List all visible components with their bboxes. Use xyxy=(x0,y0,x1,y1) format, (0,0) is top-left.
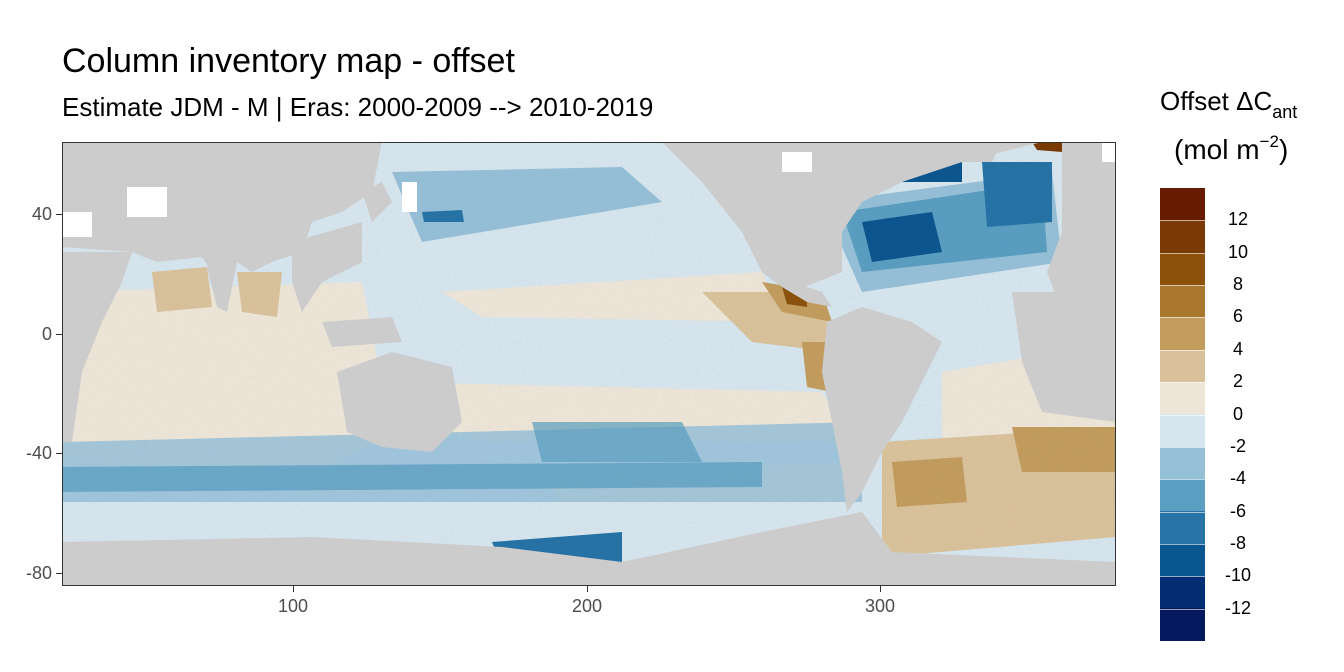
legend-tick xyxy=(1160,382,1205,384)
legend-tick xyxy=(1160,446,1205,448)
legend-label: 12 xyxy=(1227,209,1249,230)
ocean-map-panel xyxy=(62,142,1116,586)
arabian-sea-tan xyxy=(152,267,212,312)
legend-colorbar xyxy=(1160,188,1205,641)
legend-label: 4 xyxy=(1232,338,1243,359)
legend-swatch xyxy=(1160,382,1205,415)
panel-border xyxy=(62,142,1116,586)
antarctica-land xyxy=(62,512,1116,586)
south-america-land xyxy=(822,307,942,512)
y-tick-label: 0 xyxy=(41,324,52,344)
legend-swatch xyxy=(1160,608,1205,641)
legend-tick xyxy=(1160,414,1205,416)
legend-tick xyxy=(1160,608,1205,610)
x-tick-mark xyxy=(880,586,881,592)
legend-tick xyxy=(1160,479,1205,481)
y-tick-label: 40 xyxy=(31,204,52,224)
legend-tick xyxy=(1160,317,1205,319)
legend-label: 8 xyxy=(1232,274,1243,295)
y-tick-mark xyxy=(56,334,62,335)
legend-tick xyxy=(1160,220,1205,222)
legend-swatch xyxy=(1160,188,1205,221)
legend-swatch xyxy=(1160,220,1205,253)
arctic-brown xyxy=(1032,142,1062,152)
indonesia-land xyxy=(322,317,402,347)
ocean-field xyxy=(62,142,1116,586)
legend-swatch xyxy=(1160,479,1205,512)
legend-label: 0 xyxy=(1232,403,1243,424)
southern-ocean-mid xyxy=(62,462,762,492)
legend-title-subscript: ant xyxy=(1272,102,1298,122)
legend-unit-prefix: (mol m xyxy=(1174,134,1260,165)
se-asia-land xyxy=(292,222,362,312)
north-pacific-dark-blue xyxy=(422,210,464,222)
bay-of-bengal-tan xyxy=(237,272,282,317)
west-africa-land xyxy=(1012,292,1116,422)
missing-data xyxy=(62,142,1116,237)
japan-land xyxy=(362,182,392,222)
x-tick-label: 200 xyxy=(571,596,603,616)
greenland-land xyxy=(932,142,1002,162)
map-title: Column inventory map - offset xyxy=(62,42,515,80)
legend-swatch xyxy=(1160,252,1205,286)
legend-label: -12 xyxy=(1224,597,1251,618)
legend-unit-exponent: −2 xyxy=(1259,132,1279,151)
south-atlantic-patch xyxy=(892,457,967,507)
legend-swatch xyxy=(1160,285,1205,318)
map-subtitle: Estimate JDM - M | Eras: 2000-2009 --> 2… xyxy=(62,92,654,122)
africa-land xyxy=(62,252,132,442)
y-tick-label: -40 xyxy=(25,443,52,463)
legend-tick xyxy=(1160,543,1205,545)
legend-title-main: Offset ΔC xyxy=(1160,86,1273,116)
x-tick-label: 100 xyxy=(277,596,309,616)
x-tick-mark xyxy=(587,586,588,592)
legend-swatch xyxy=(1160,414,1205,447)
legend-swatch xyxy=(1160,543,1205,577)
india-land xyxy=(207,262,237,312)
y-tick-label: -80 xyxy=(25,563,52,583)
tropical-indian-band xyxy=(62,282,392,472)
north-america-land xyxy=(662,142,1042,292)
legend-swatch xyxy=(1160,446,1205,480)
legend-swatch xyxy=(1160,317,1205,350)
legend-tick xyxy=(1160,349,1205,351)
legend-swatch xyxy=(1160,349,1205,383)
legend-label: 2 xyxy=(1232,371,1243,392)
x-tick-label: 300 xyxy=(864,596,896,616)
north-pacific-tan xyxy=(442,272,782,322)
y-tick-mark xyxy=(56,573,62,574)
legend-label: 6 xyxy=(1232,306,1243,327)
legend-label: -8 xyxy=(1229,532,1246,553)
legend-title: Offset ΔCant xyxy=(1160,86,1297,122)
legend-swatch xyxy=(1160,576,1205,609)
australia-land xyxy=(337,352,462,452)
legend-tick xyxy=(1160,576,1205,578)
legend-unit-suffix: ) xyxy=(1278,134,1289,165)
legend-label: 10 xyxy=(1227,241,1249,262)
y-tick-mark xyxy=(56,214,62,215)
legend-unit: (mol m−2) xyxy=(1174,132,1289,166)
x-tick-mark xyxy=(293,586,294,592)
irminger-sea-dark xyxy=(982,162,1052,227)
legend-swatch xyxy=(1160,511,1205,544)
legend-tick xyxy=(1160,285,1205,287)
south-atlantic-dark xyxy=(1012,427,1116,472)
legend-tick xyxy=(1160,511,1205,513)
north-atlantic-dark xyxy=(862,212,942,262)
legend-tick xyxy=(1160,252,1205,254)
north-pacific-blue xyxy=(392,167,662,242)
central-america-land xyxy=(762,272,832,307)
europe-land xyxy=(1047,142,1116,322)
legend-label: -10 xyxy=(1224,565,1251,586)
land-masses xyxy=(62,142,1116,586)
legend-label: -4 xyxy=(1229,468,1246,489)
south-pacific-blue-patch xyxy=(532,422,702,462)
y-tick-mark xyxy=(56,453,62,454)
legend-label: -6 xyxy=(1229,500,1246,521)
legend-label: -2 xyxy=(1229,435,1246,456)
